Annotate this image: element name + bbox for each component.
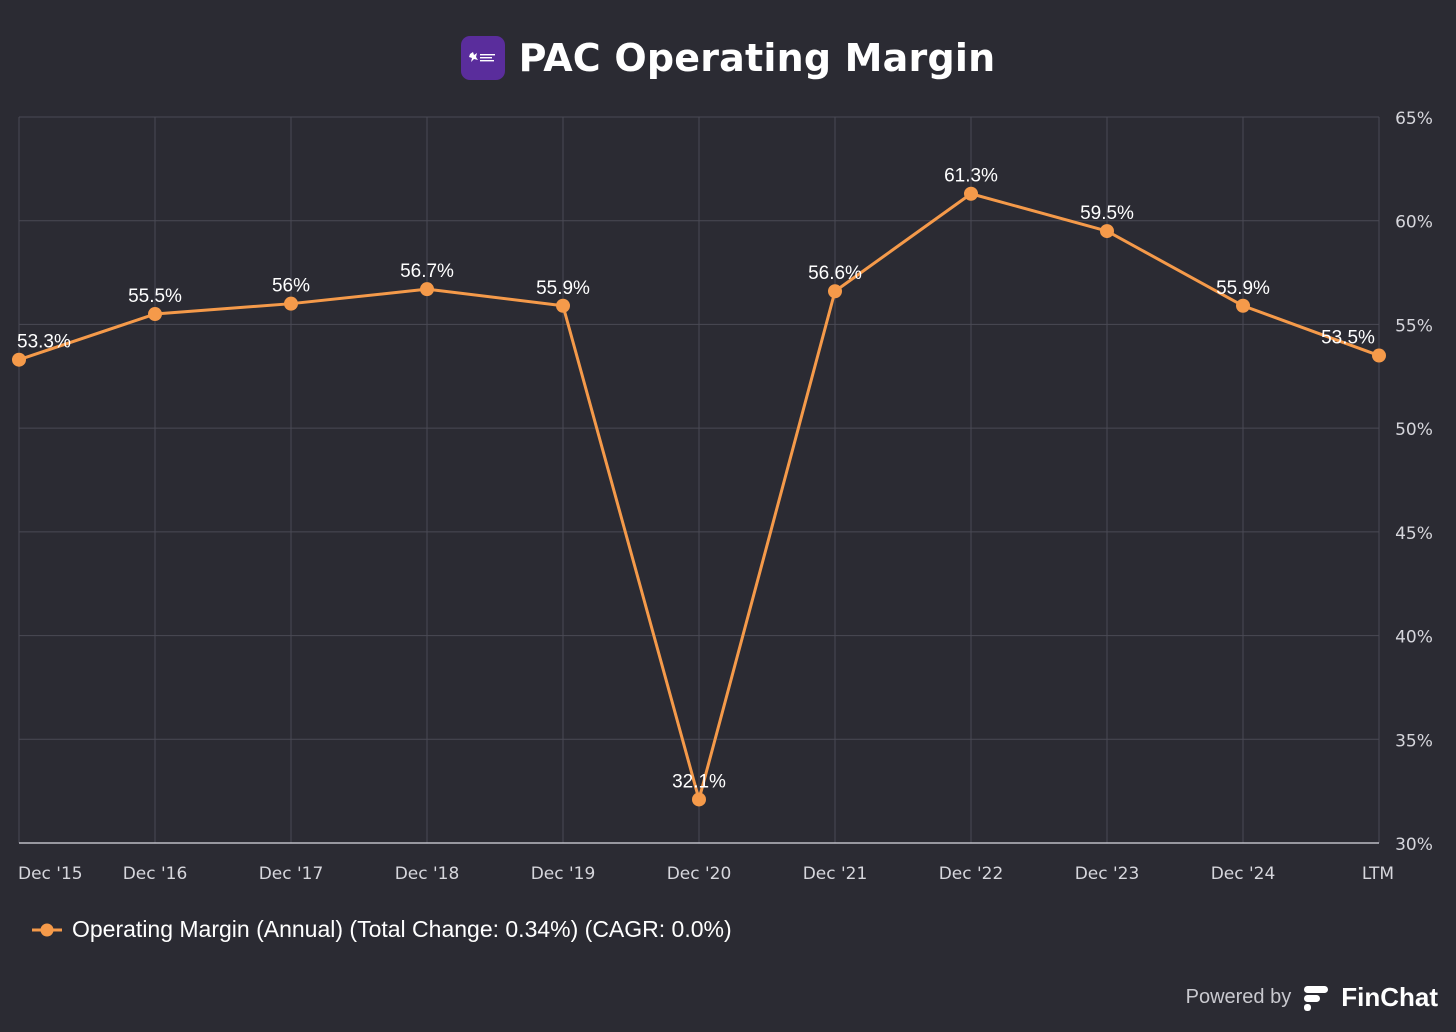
data-label: 56.6%	[808, 263, 862, 284]
x-tick-label: LTM	[1362, 864, 1394, 884]
data-point	[1236, 298, 1250, 313]
y-tick-label: 30%	[1395, 835, 1433, 855]
y-tick-label: 60%	[1395, 213, 1433, 233]
x-tick-label: Dec '21	[803, 864, 868, 884]
data-point	[1372, 348, 1386, 363]
data-label: 53.5%	[1321, 328, 1375, 349]
data-label: 53.3%	[17, 332, 71, 353]
x-tick-label: Dec '17	[259, 864, 324, 884]
data-label: 56.7%	[400, 261, 454, 282]
y-tick-label: 35%	[1395, 731, 1433, 751]
x-tick-label: Dec '22	[939, 864, 1004, 884]
y-tick-label: 45%	[1395, 524, 1433, 544]
data-point	[148, 307, 162, 322]
legend-line-marker-icon	[32, 923, 62, 936]
x-tick-label: Dec '18	[395, 864, 460, 884]
data-point	[12, 352, 26, 367]
data-label: 56%	[272, 276, 310, 297]
y-tick-label: 50%	[1395, 420, 1433, 440]
x-tick-label: Dec '19	[531, 864, 596, 884]
powered-by-text: Powered by	[1185, 986, 1292, 1008]
x-tick-label: Dec '16	[123, 864, 188, 884]
chart-title: PAC Operating Margin	[518, 36, 996, 80]
airport-group-logo-icon	[460, 36, 505, 80]
finchat-logo-icon	[1304, 985, 1329, 1011]
operating-margin-chart: 30% 35% 40% 45% 50% 55% 60% 65% Dec '15 Dec '16 De…	[12, 109, 1433, 884]
chart-legend[interactable]: Operating Margin (Annual) (Total Change:…	[32, 916, 732, 943]
y-tick-label: 40%	[1395, 628, 1433, 648]
data-label: 55.9%	[1216, 278, 1270, 299]
x-tick-label: Dec '23	[1075, 864, 1140, 884]
data-label: 32.1%	[672, 771, 726, 792]
data-point	[284, 296, 298, 311]
data-point	[1100, 224, 1114, 239]
data-label: 55.5%	[128, 286, 182, 307]
finchat-brand: FinChat	[1341, 982, 1438, 1012]
data-point	[556, 298, 570, 313]
x-tick-label: Dec '15	[18, 864, 83, 884]
data-label: 61.3%	[944, 166, 998, 187]
y-tick-label: 65%	[1395, 109, 1433, 129]
data-point	[828, 284, 842, 299]
data-label: 59.5%	[1080, 203, 1134, 224]
legend-label: Operating Margin (Annual) (Total Change:…	[72, 916, 732, 942]
chart-header: PAC Operating Margin	[0, 36, 1456, 80]
x-tick-label: Dec '20	[667, 864, 732, 884]
data-point	[420, 282, 434, 297]
y-tick-label: 55%	[1395, 316, 1433, 336]
data-point	[964, 186, 978, 201]
powered-by-footer: Powered by FinChat	[1186, 982, 1438, 1013]
data-point	[692, 792, 706, 807]
x-tick-label: Dec '24	[1211, 864, 1276, 884]
data-label: 55.9%	[536, 278, 590, 299]
